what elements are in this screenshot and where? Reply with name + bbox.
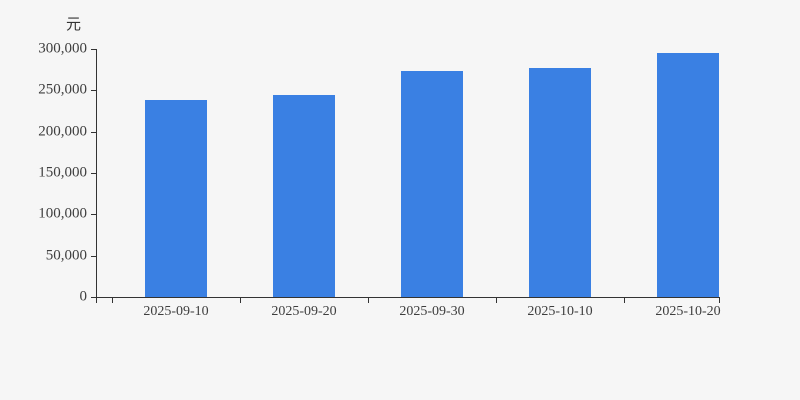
x-axis-tick (496, 297, 497, 303)
x-axis-tick (96, 297, 97, 303)
y-axis-tick (91, 49, 96, 50)
y-axis-tick-label: 250,000 (38, 81, 87, 98)
x-axis-tick-label: 2025-10-20 (655, 304, 721, 319)
y-axis-unit-label: 元 (66, 15, 82, 33)
bar[interactable] (401, 71, 463, 297)
bar[interactable] (657, 52, 719, 297)
bar[interactable] (273, 94, 335, 297)
x-axis-tick (112, 297, 113, 303)
y-axis-tick (91, 131, 96, 133)
y-axis-tick-label: 300,000 (38, 40, 87, 57)
y-axis-tick (91, 297, 96, 298)
x-axis-tick (719, 297, 720, 303)
x-axis-tick-label: 2025-09-10 (143, 304, 209, 319)
x-axis-tick (368, 297, 369, 303)
y-axis-tick (91, 90, 96, 92)
y-axis-tick (91, 214, 96, 216)
y-axis-tick (91, 173, 96, 174)
x-axis-line (96, 297, 720, 298)
y-axis-line (96, 49, 97, 298)
y-axis-tick-label: 50,000 (45, 247, 87, 264)
x-axis-tick-label: 2025-10-10 (527, 304, 593, 319)
x-axis-tick-label: 2025-09-30 (399, 304, 465, 319)
x-axis-tick-label: 2025-09-20 (271, 304, 337, 319)
bar[interactable] (145, 99, 207, 297)
x-axis-tick (624, 297, 625, 303)
y-axis-tick-label: 100,000 (38, 205, 87, 222)
y-axis-tick (91, 255, 96, 257)
bar[interactable] (529, 68, 591, 297)
x-axis-tick (240, 297, 241, 303)
y-axis-tick-label: 150,000 (38, 164, 87, 181)
y-axis-tick-label: 0 (79, 288, 88, 305)
y-axis-tick-label: 200,000 (38, 123, 87, 140)
plot-area: 0 50,000 100,000 150,000 200,000 250,000 300,0… (38, 41, 720, 304)
